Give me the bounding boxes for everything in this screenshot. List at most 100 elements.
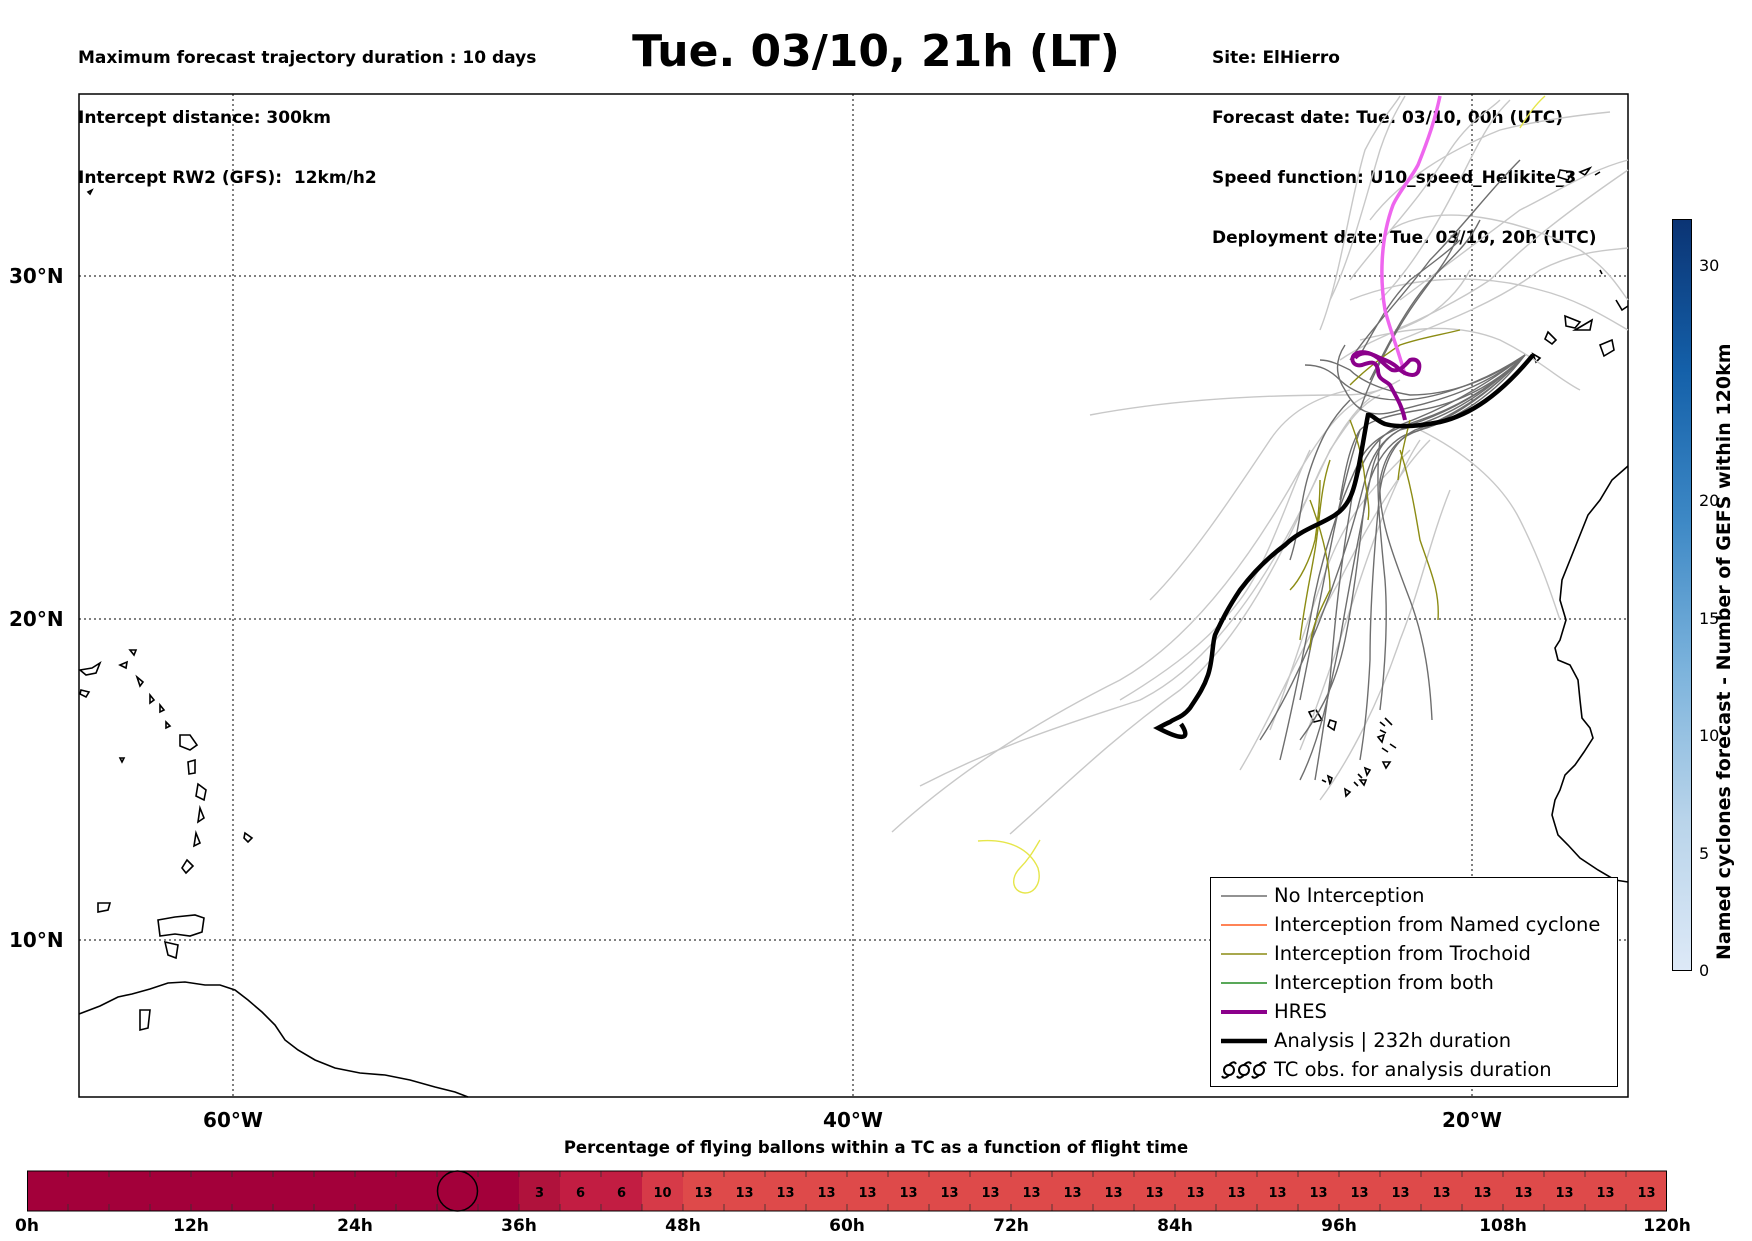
timebar-value: 13: [1186, 1186, 1204, 1201]
colorbar-tick: 20: [1699, 491, 1720, 510]
timebar-value: 10: [653, 1186, 671, 1201]
timebar-value: 3: [535, 1186, 544, 1201]
timebar-segment: [683, 1171, 724, 1211]
timebar-value: 13: [1145, 1186, 1163, 1201]
legend-swatch-analysis: [1221, 1038, 1267, 1044]
timebar-segment: [929, 1171, 970, 1211]
colorbar-tick: 0: [1699, 961, 1710, 980]
timebar-segment: [1503, 1171, 1544, 1211]
timebar-axis-label: 120h: [1643, 1216, 1691, 1236]
timebar-axis-label: 108h: [1479, 1216, 1527, 1236]
timebar-segment: [601, 1171, 642, 1211]
timebar-value: 13: [1514, 1186, 1532, 1201]
yellow-tracks: [977, 95, 1546, 894]
timebar-axis-label: 72h: [993, 1216, 1029, 1236]
timebar-axis-label: 0h: [15, 1216, 39, 1236]
legend-label: Analysis | 232h duration: [1274, 1029, 1512, 1052]
timebar-axis-label: 60h: [829, 1216, 865, 1236]
timebar-segment: [1585, 1171, 1626, 1211]
lon-label-60w: 60°W: [203, 1108, 263, 1132]
hres-extension-track: [1380, 95, 1442, 376]
timebar-axis-label: 48h: [665, 1216, 701, 1236]
legend-swatch-both: [1221, 982, 1267, 984]
info-max-duration: Maximum forecast trajectory duration : 1…: [78, 48, 537, 68]
timebar-segment: [847, 1171, 888, 1211]
timebar-value: 13: [1637, 1186, 1655, 1201]
timebar-value: 13: [858, 1186, 876, 1201]
timebar-segment: [1298, 1171, 1339, 1211]
timebar-segment: [1257, 1171, 1298, 1211]
timebar-value: 13: [1596, 1186, 1614, 1201]
coastline-caribbean: [78, 188, 469, 1098]
legend-label: No Interception: [1274, 884, 1425, 907]
timebar-segment: [970, 1171, 1011, 1211]
info-speed-function: Speed function: U10_speed_Helikite_3: [1212, 168, 1577, 188]
colorbar-gradient: [1673, 220, 1691, 970]
analysis-track: [1153, 353, 1535, 739]
timebar-value: 13: [1473, 1186, 1491, 1201]
info-site: Site: ElHierro: [1212, 48, 1340, 68]
timebar-value: 13: [735, 1186, 753, 1201]
timebar-value: 13: [899, 1186, 917, 1201]
legend-item-hres: HRES: [1211, 998, 1617, 1027]
timebar-segment: [1011, 1171, 1052, 1211]
lon-label-40w: 40°W: [823, 1108, 883, 1132]
legend-item-named-cyclone: Interception from Named cyclone: [1211, 911, 1617, 940]
timebar-segment: [1134, 1171, 1175, 1211]
timebar-segment: [1626, 1171, 1667, 1211]
legend-item-trochoid: Interception from Trochoid: [1211, 940, 1617, 969]
page-title: Tue. 03/10, 21h (LT): [632, 26, 1120, 77]
timebar-title: Percentage of flying ballons within a TC…: [563, 1138, 1189, 1157]
lon-label-20w: 20°W: [1442, 1108, 1502, 1132]
map-legend: No Interception Interception from Named …: [1210, 877, 1618, 1087]
legend-swatch-hres: [1221, 1010, 1267, 1014]
hres-track: [1350, 350, 1422, 421]
legend-label: Interception from Trochoid: [1274, 942, 1531, 965]
timebar-value: 13: [1432, 1186, 1450, 1201]
legend-item-tc-obs: TC obs. for analysis duration: [1211, 1056, 1617, 1085]
timebar: 3 6 6 10 13 13 13 13 13 13 13 13 13 13 13 13 13 13 13 13 13 1…: [27, 1170, 1667, 1212]
legend-label: HRES: [1274, 1000, 1327, 1023]
timebar-segment: [765, 1171, 806, 1211]
timebar-axis-label: 84h: [1157, 1216, 1193, 1236]
timebar-axis-label: 36h: [501, 1216, 537, 1236]
legend-item-both: Interception from both: [1211, 969, 1617, 998]
legend-label: TC obs. for analysis duration: [1274, 1058, 1552, 1081]
header-info-right: Site: ElHierro Forecast date: Tue. 03/10…: [1212, 8, 1597, 268]
timebar-value: 13: [940, 1186, 958, 1201]
timebar-value: 13: [1227, 1186, 1245, 1201]
colorbar-label: Named cyclones forecast - Number of GEFS…: [1713, 343, 1735, 960]
timebar-segment: [888, 1171, 929, 1211]
legend-swatch-no-interception: [1221, 895, 1267, 897]
colorbar-tick: 10: [1699, 726, 1720, 745]
timebar-segment: [560, 1171, 601, 1211]
timebar-value: 13: [1063, 1186, 1081, 1201]
lat-label-20n: 20°N: [9, 607, 64, 631]
timebar-border: [27, 1170, 1667, 1212]
timebar-value: 13: [817, 1186, 835, 1201]
timebar-value: 13: [1350, 1186, 1368, 1201]
timebar-segment: [1216, 1171, 1257, 1211]
tc-symbol-icon: [1221, 1061, 1267, 1079]
timebar-value: 6: [576, 1186, 585, 1201]
colorbar-tick: 15: [1699, 608, 1720, 628]
colorbar: [1672, 219, 1692, 971]
timebar-value: 13: [981, 1186, 999, 1201]
legend-label: Interception from both: [1274, 971, 1494, 994]
ensemble-no-interception-tracks: [1259, 159, 1526, 781]
info-intercept-distance: Intercept distance: 300km: [78, 108, 331, 128]
coastline-africa: [1307, 166, 1629, 883]
legend-item-analysis: Analysis | 232h duration: [1211, 1027, 1617, 1056]
timebar-value: 13: [1391, 1186, 1409, 1201]
timebar-segment: [1380, 1171, 1421, 1211]
timebar-segment: [1462, 1171, 1503, 1211]
legend-label: Interception from Named cyclone: [1274, 913, 1601, 936]
timebar-value: 13: [1555, 1186, 1573, 1201]
timebar-segment: [1175, 1171, 1216, 1211]
header-info-left: Maximum forecast trajectory duration : 1…: [78, 8, 536, 208]
timebar-segment: [642, 1171, 683, 1211]
timebar-value: 6: [617, 1186, 626, 1201]
lat-label-10n: 10°N: [9, 928, 64, 952]
lat-label-30n: 30°N: [9, 264, 64, 288]
